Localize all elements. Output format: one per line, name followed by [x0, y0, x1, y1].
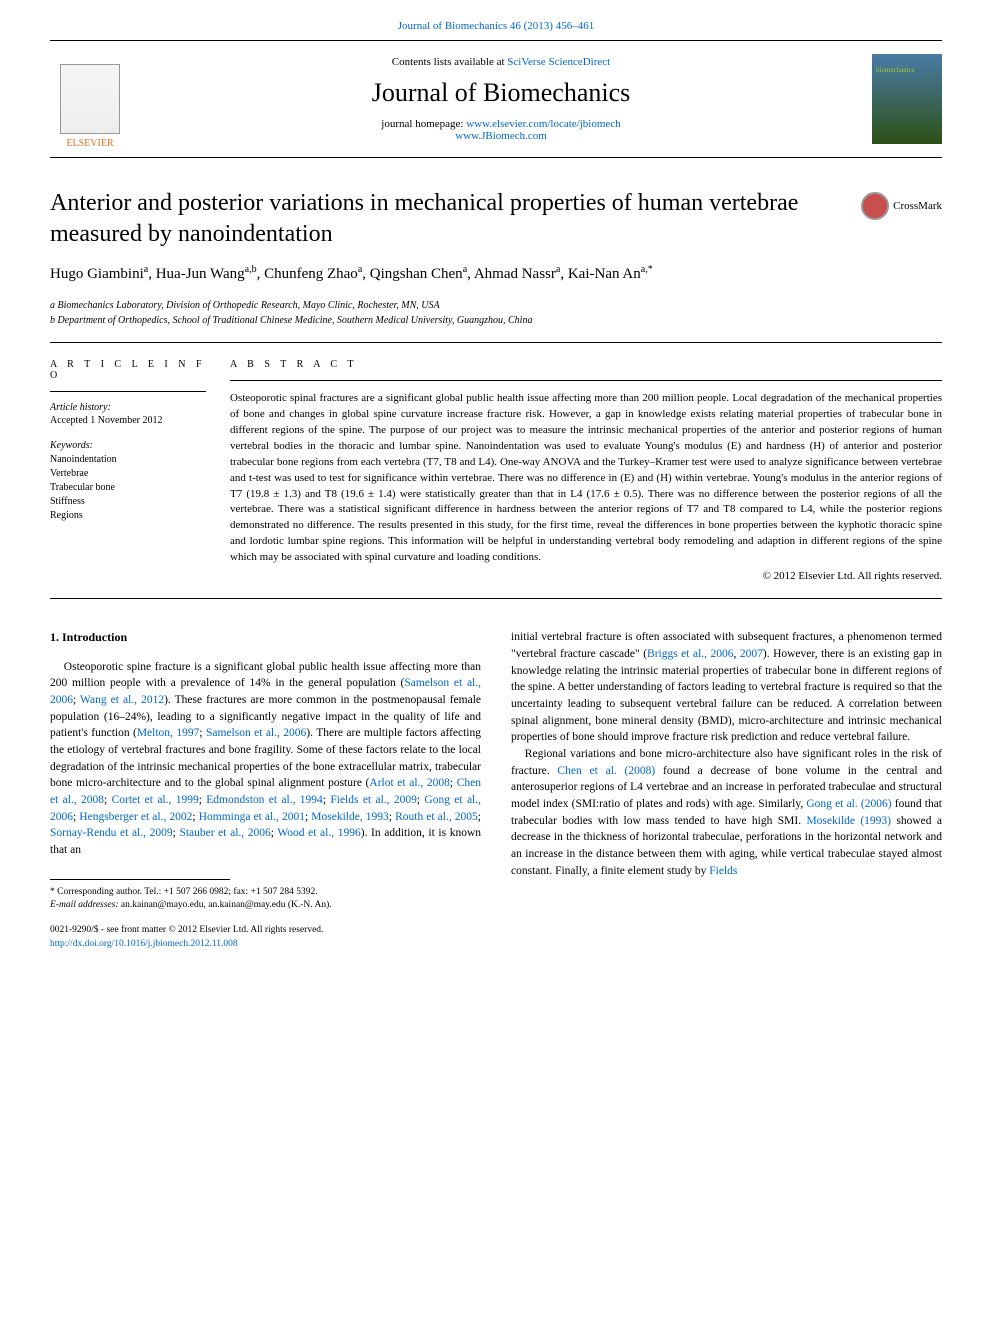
body-column-right: initial vertebral fracture is often asso… [511, 629, 942, 951]
doi-link[interactable]: http://dx.doi.org/10.1016/j.jbiomech.201… [50, 939, 238, 949]
citation-link[interactable]: Fields [709, 865, 737, 877]
citation-link[interactable]: Fields et al., 2009 [330, 794, 417, 806]
footer-publication-info: 0021-9290/$ - see front matter © 2012 El… [50, 924, 481, 951]
abstract-column: A B S T R A C T Osteoporotic spinal frac… [230, 359, 942, 582]
keywords-label: Keywords: [50, 440, 206, 451]
intro-heading: 1. Introduction [50, 629, 481, 646]
intro-paragraph-1-cont: initial vertebral fracture is often asso… [511, 629, 942, 746]
article-title: Anterior and posterior variations in mec… [50, 188, 942, 250]
corr-author-line: * Corresponding author. Tel.: +1 507 266… [50, 886, 481, 899]
article-title-text: Anterior and posterior variations in mec… [50, 190, 798, 247]
citation-link[interactable]: Edmondston et al., 1994 [206, 794, 323, 806]
affiliation-b: b Department of Orthopedics, School of T… [50, 313, 942, 328]
homepage-prefix: journal homepage: [381, 118, 466, 130]
citation-link[interactable]: Cortet et al., 1999 [112, 794, 199, 806]
homepage-line: journal homepage: www.elsevier.com/locat… [150, 118, 852, 142]
text-run: ; [104, 794, 112, 806]
journal-name: Journal of Biomechanics [150, 78, 852, 108]
citation-link[interactable]: Mosekilde, 1993 [311, 811, 389, 823]
meta-abstract-section: A R T I C L E I N F O Article history: A… [50, 342, 942, 599]
affiliation-a: a Biomechanics Laboratory, Division of O… [50, 298, 942, 313]
header-center: Contents lists available at SciVerse Sci… [150, 56, 852, 142]
contents-prefix: Contents lists available at [392, 56, 507, 68]
sciencedirect-link[interactable]: SciVerse ScienceDirect [507, 56, 610, 68]
authors-list: Hugo Giambinia, Hua-Jun Wanga,b, Chunfen… [50, 262, 942, 286]
footer-issn-line: 0021-9290/$ - see front matter © 2012 El… [50, 924, 481, 937]
citation-link[interactable]: Homminga et al., 2001 [199, 811, 305, 823]
history-label: Article history: [50, 402, 206, 413]
article-info-label: A R T I C L E I N F O [50, 359, 206, 381]
crossmark-icon [861, 192, 889, 220]
crossmark-badge[interactable]: CrossMark [861, 192, 942, 220]
elsevier-tree-icon [60, 64, 120, 134]
text-run: ). However, there is an existing gap in … [511, 648, 942, 743]
citation-link[interactable]: Melton, 1997 [137, 727, 200, 739]
footnote-separator [50, 879, 230, 880]
history-accepted: Accepted 1 November 2012 [50, 415, 206, 426]
citation-link[interactable]: Stauber et al., 2006 [179, 827, 270, 839]
article-info-column: A R T I C L E I N F O Article history: A… [50, 359, 230, 582]
copyright-line: © 2012 Elsevier Ltd. All rights reserved… [230, 570, 942, 582]
text-run: ; [450, 777, 457, 789]
elsevier-logo[interactable]: ELSEVIER [50, 49, 130, 149]
intro-paragraph-1: Osteoporotic spine fracture is a signifi… [50, 659, 481, 859]
corr-email-label: E-mail addresses: [50, 900, 119, 910]
crossmark-label: CrossMark [893, 199, 942, 213]
body-two-column: 1. Introduction Osteoporotic spine fract… [50, 629, 942, 951]
corresponding-author: * Corresponding author. Tel.: +1 507 266… [50, 886, 481, 913]
body-column-left: 1. Introduction Osteoporotic spine fract… [50, 629, 481, 951]
citation-link[interactable]: Briggs et al., 2006 [647, 648, 733, 660]
citation-link[interactable]: Wang et al., 2012 [80, 694, 164, 706]
elsevier-label: ELSEVIER [66, 138, 113, 149]
keyword: Nanoindentation [50, 453, 206, 467]
abstract-label: A B S T R A C T [230, 359, 942, 370]
contents-list-line: Contents lists available at SciVerse Sci… [150, 56, 852, 68]
journal-cover-thumbnail[interactable] [872, 54, 942, 144]
homepage-link-1[interactable]: www.elsevier.com/locate/jbiomech [466, 118, 620, 130]
intro-paragraph-2: Regional variations and bone micro-archi… [511, 746, 942, 879]
text-run: ; [478, 811, 481, 823]
text-run: ; [199, 727, 206, 739]
citation-link[interactable]: Mosekilde (1993) [806, 815, 891, 827]
abstract-text: Osteoporotic spinal fractures are a sign… [230, 391, 942, 566]
journal-header: ELSEVIER Contents lists available at Sci… [50, 40, 942, 158]
keyword: Vertebrae [50, 467, 206, 481]
corr-email: an.kainan@mayo.edu, an.kainan@may.edu (K… [119, 900, 332, 910]
top-citation-link[interactable]: Journal of Biomechanics 46 (2013) 456–46… [50, 20, 942, 32]
citation-link[interactable]: Routh et al., 2005 [395, 811, 478, 823]
citation-link[interactable]: Gong et al. (2006) [806, 798, 891, 810]
keyword: Regions [50, 509, 206, 523]
citation-link[interactable]: Hengsberger et al., 2002 [79, 811, 192, 823]
citation-link[interactable]: Chen et al. (2008) [557, 765, 655, 777]
affiliations: a Biomechanics Laboratory, Division of O… [50, 298, 942, 328]
text-run: ; [73, 694, 80, 706]
homepage-link-2[interactable]: www.JBiomech.com [455, 130, 547, 142]
citation-link[interactable]: Arlot et al., 2008 [369, 777, 450, 789]
citation-link[interactable]: Sornay-Rendu et al., 2009 [50, 827, 173, 839]
citation-link[interactable]: Wood et al., 1996 [277, 827, 360, 839]
keyword: Stiffness [50, 495, 206, 509]
citation-link[interactable]: Samelson et al., 2006 [206, 727, 306, 739]
citation-link[interactable]: 2007 [740, 648, 763, 660]
keyword: Trabecular bone [50, 481, 206, 495]
